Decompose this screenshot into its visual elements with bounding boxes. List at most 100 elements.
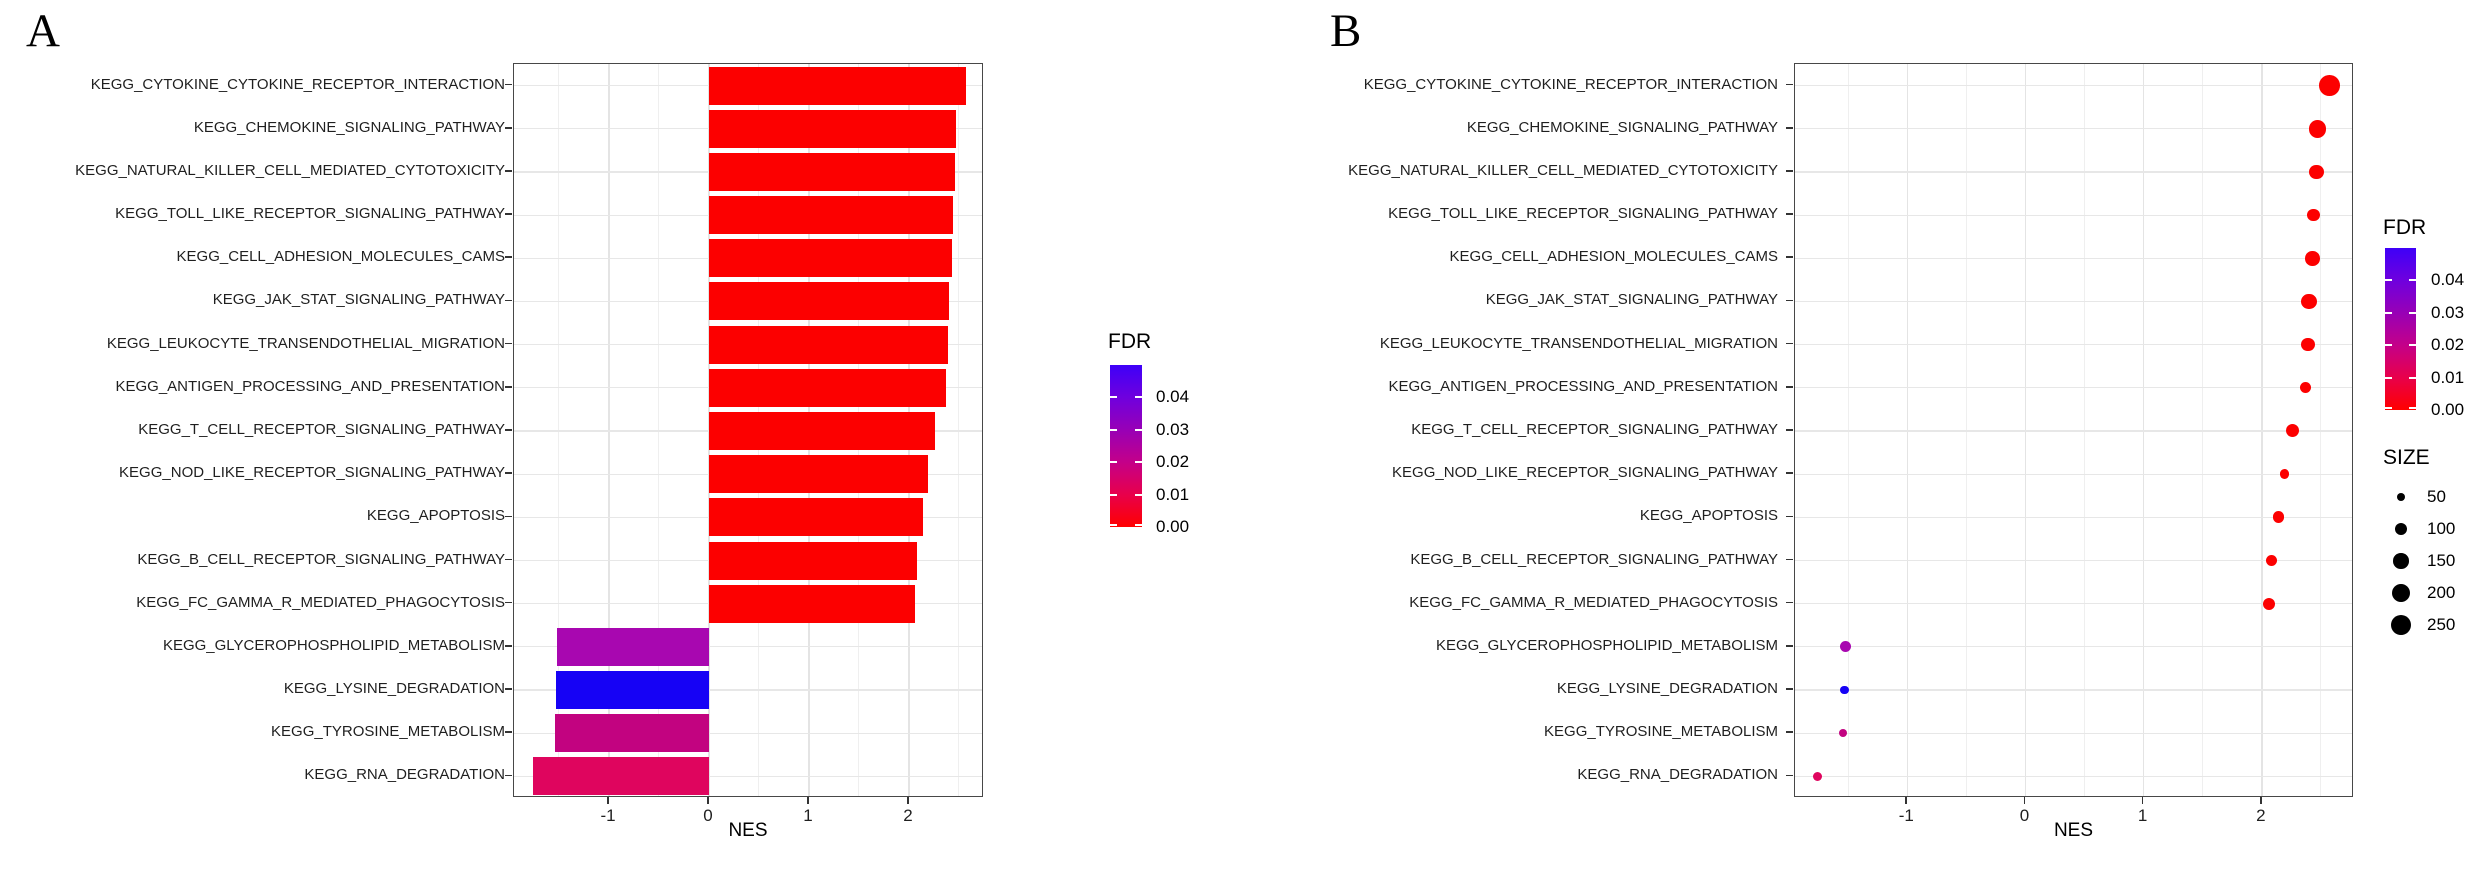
nes-dot xyxy=(2265,555,2277,566)
panel-a-fdr-colorbar xyxy=(1110,365,1142,527)
y-tick-label: KEGG_CYTOKINE_CYTOKINE_RECEPTOR_INTERACT… xyxy=(1363,75,1778,93)
colorbar-tick-dash xyxy=(1110,461,1117,464)
x-gridline-major xyxy=(1906,64,1908,796)
y-tick-mark xyxy=(1786,429,1793,431)
x-tick-mark xyxy=(807,797,809,804)
y-tick-mark xyxy=(505,515,512,518)
colorbar-tick-dash xyxy=(1135,461,1142,464)
y-tick-mark xyxy=(505,126,512,129)
nes-bar xyxy=(709,455,928,494)
x-gridline-major xyxy=(608,64,610,796)
panel-b-plot-area xyxy=(1794,63,2353,797)
panel-a-x-axis-title: NES xyxy=(728,820,768,841)
colorbar-tick-dash xyxy=(1135,396,1142,399)
y-tick-label: KEGG_RNA_DEGRADATION xyxy=(304,766,505,784)
y-gridline xyxy=(1795,646,2352,648)
y-tick-label: KEGG_NOD_LIKE_RECEPTOR_SIGNALING_PATHWAY xyxy=(1392,464,1778,482)
y-tick-label: KEGG_NOD_LIKE_RECEPTOR_SIGNALING_PATHWAY xyxy=(119,464,505,482)
x-gridline-minor xyxy=(958,64,960,796)
y-tick-label: KEGG_JAK_STAT_SIGNALING_PATHWAY xyxy=(212,291,505,309)
size-legend-label: 150 xyxy=(2427,551,2456,570)
nes-bar xyxy=(555,714,709,753)
size-legend-dot xyxy=(2390,614,2412,636)
colorbar-tick-label: 0.03 xyxy=(2431,302,2465,322)
y-tick-mark xyxy=(1786,83,1793,86)
x-gridline-minor xyxy=(2320,64,2322,796)
nes-dot xyxy=(2318,75,2340,96)
x-tick-label: 1 xyxy=(803,806,813,825)
colorbar-tick-dash xyxy=(2385,376,2392,379)
y-gridline xyxy=(514,775,982,777)
colorbar-tick-dash xyxy=(2385,407,2392,409)
x-tick-label: -1 xyxy=(600,806,616,825)
x-tick-mark xyxy=(907,797,909,804)
y-gridline xyxy=(1795,732,2352,734)
nes-dot xyxy=(2279,469,2289,479)
nes-bar xyxy=(709,584,915,623)
nes-dot xyxy=(1840,685,1849,695)
y-tick-label: KEGG_APOPTOSIS xyxy=(366,507,505,525)
x-tick-mark xyxy=(2141,797,2144,804)
y-tick-mark xyxy=(505,429,512,431)
colorbar-tick-dash xyxy=(2385,311,2392,314)
size-legend-dot xyxy=(2396,492,2406,502)
y-tick-label: KEGG_T_CELL_RECEPTOR_SIGNALING_PATHWAY xyxy=(138,421,505,438)
panel-b-fdr-colorbar xyxy=(2385,248,2416,410)
y-tick-mark xyxy=(1786,601,1793,604)
nes-bar xyxy=(709,498,923,537)
y-tick-mark xyxy=(1786,256,1793,259)
nes-dot xyxy=(2301,293,2317,310)
y-tick-mark xyxy=(505,472,512,474)
nes-dot xyxy=(2308,120,2327,138)
nes-bar xyxy=(709,196,953,235)
nes-bar xyxy=(556,671,709,710)
colorbar-tick-dash xyxy=(1110,396,1117,399)
y-tick-mark xyxy=(1786,558,1793,561)
x-gridline-minor xyxy=(1847,64,1849,796)
y-tick-mark xyxy=(505,645,512,647)
size-legend-dot xyxy=(2392,584,2410,602)
colorbar-tick-label: 0.02 xyxy=(1156,452,1190,472)
colorbar-tick-dash xyxy=(2409,279,2416,282)
nes-dot xyxy=(2272,511,2285,524)
panel-b-x-axis-title: NES xyxy=(2053,820,2094,841)
nes-bar xyxy=(709,282,949,321)
nes-bar xyxy=(709,325,948,364)
y-gridline xyxy=(1795,128,2352,130)
y-tick-mark xyxy=(505,256,512,259)
y-gridline xyxy=(1795,473,2352,475)
x-tick-label: 0 xyxy=(2019,806,2030,825)
y-tick-label: KEGG_RNA_DEGRADATION xyxy=(1577,766,1778,784)
x-gridline-minor xyxy=(658,64,660,796)
y-tick-mark xyxy=(505,688,512,690)
y-tick-label: KEGG_FC_GAMMA_R_MEDIATED_PHAGOCYTOSIS xyxy=(1409,593,1778,611)
y-tick-mark xyxy=(505,342,512,345)
panel-a-fdr-legend-title: FDR xyxy=(1108,330,1152,353)
colorbar-tick-label: 0.01 xyxy=(2431,367,2465,387)
y-tick-label: KEGG_CELL_ADHESION_MOLECULES_CAMS xyxy=(176,248,505,266)
size-legend-label: 100 xyxy=(2427,519,2456,538)
nes-bar xyxy=(709,66,966,105)
y-tick-mark xyxy=(1786,126,1793,129)
y-tick-mark xyxy=(505,386,512,388)
x-gridline-minor xyxy=(1965,64,1967,796)
x-gridline-major xyxy=(2143,64,2145,796)
y-gridline xyxy=(1795,300,2352,303)
nes-bar xyxy=(709,239,952,278)
y-tick-label: KEGG_FC_GAMMA_R_MEDIATED_PHAGOCYTOSIS xyxy=(136,593,505,611)
y-tick-mark xyxy=(1786,645,1793,647)
colorbar-tick-label: 0.04 xyxy=(1156,387,1190,407)
y-tick-mark xyxy=(1786,299,1793,302)
y-tick-label: KEGG_LYSINE_DEGRADATION xyxy=(1556,680,1778,698)
size-legend-label: 250 xyxy=(2427,615,2456,634)
y-tick-mark xyxy=(505,731,512,734)
nes-dot xyxy=(1839,729,1848,738)
colorbar-tick-label: 0.01 xyxy=(1156,484,1190,504)
y-tick-label: KEGG_LEUKOCYTE_TRANSENDOTHELIAL_MIGRATIO… xyxy=(106,334,505,352)
nes-bar xyxy=(709,541,917,580)
y-tick-mark xyxy=(505,299,512,302)
nes-dot xyxy=(2299,382,2312,394)
x-tick-mark xyxy=(1905,797,1908,804)
x-tick-label: 1 xyxy=(2137,806,2148,825)
